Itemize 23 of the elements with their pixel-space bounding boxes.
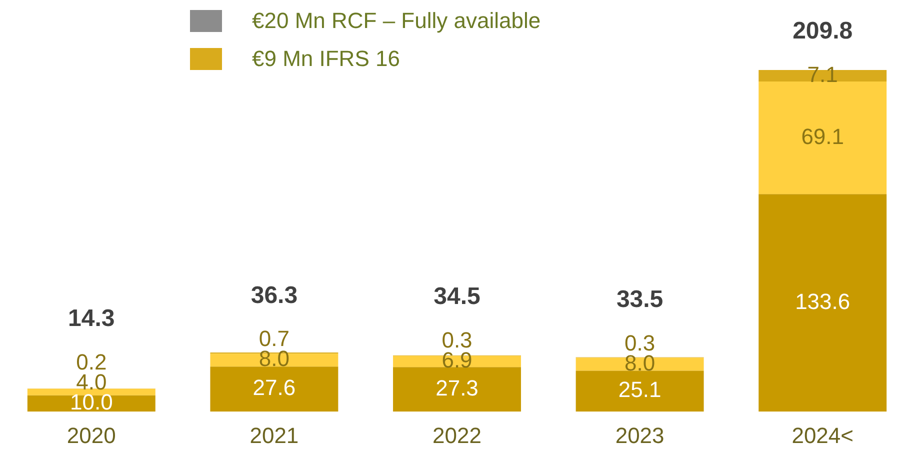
bar xyxy=(27,388,156,396)
total-label: 36.3 xyxy=(250,282,298,309)
data-label: 133.6 xyxy=(795,288,850,314)
x-tick-label: 2021 xyxy=(250,422,299,448)
data-label: 27.3 xyxy=(436,375,478,400)
bar xyxy=(758,194,887,412)
x-tick-label: 2023 xyxy=(615,422,664,448)
data-label: 27.6 xyxy=(252,375,296,400)
legend-label: €20 Mn RCF – Fully available xyxy=(252,8,541,34)
total-label: 209.8 xyxy=(792,17,853,44)
total-label: 14.3 xyxy=(68,305,115,332)
total-label: 33.5 xyxy=(616,286,664,313)
data-label: 25.1 xyxy=(618,377,662,402)
legend-label: €9 Mn IFRS 16 xyxy=(252,46,400,72)
bar xyxy=(210,366,338,412)
data-label: 69.1 xyxy=(801,124,844,149)
bar xyxy=(393,367,521,412)
total-label: 34.5 xyxy=(434,283,480,310)
x-tick-label: 2020 xyxy=(66,422,116,448)
bar xyxy=(758,82,887,194)
bar xyxy=(576,370,704,412)
x-tick-label: 2024< xyxy=(792,422,854,448)
x-tick-label: 2022 xyxy=(432,422,482,448)
